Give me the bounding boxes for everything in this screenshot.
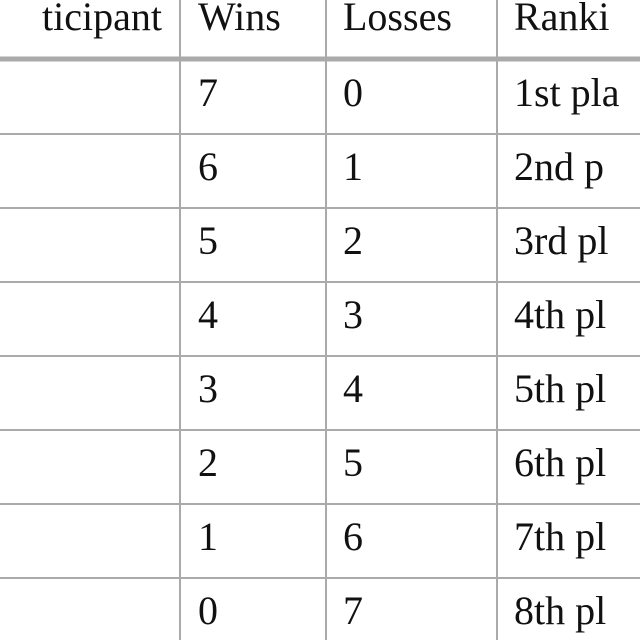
cell: 5 <box>198 218 218 263</box>
cell: 0 <box>198 588 218 633</box>
cell: 4 <box>198 292 218 337</box>
cell: 3 <box>343 292 363 337</box>
cell: 1 <box>343 144 363 189</box>
cell: 2nd p <box>514 144 604 189</box>
cell: 8th pl <box>514 588 606 633</box>
cell: 3 <box>198 366 218 411</box>
header-cell: Ranki <box>514 0 610 39</box>
cell: 0 <box>343 70 363 115</box>
cell: 5 <box>343 440 363 485</box>
cell: 6 <box>343 514 363 559</box>
cell: 5th pl <box>514 366 606 411</box>
cell: 4th pl <box>514 292 606 337</box>
cell: 4 <box>343 366 363 411</box>
cell: 2 <box>343 218 363 263</box>
cell: 2 <box>198 440 218 485</box>
cell: 7th pl <box>514 514 606 559</box>
cell: 1 <box>198 514 218 559</box>
cell: 3rd pl <box>514 218 608 263</box>
cell: 6 <box>198 144 218 189</box>
cell: 7 <box>198 70 218 115</box>
header-cell: Losses <box>343 0 452 39</box>
header-cell: Wins <box>198 0 281 39</box>
cell: 1st pla <box>514 70 620 115</box>
header-cell: ticipant <box>42 0 162 39</box>
cell: 6th pl <box>514 440 606 485</box>
cell: 7 <box>343 588 363 633</box>
